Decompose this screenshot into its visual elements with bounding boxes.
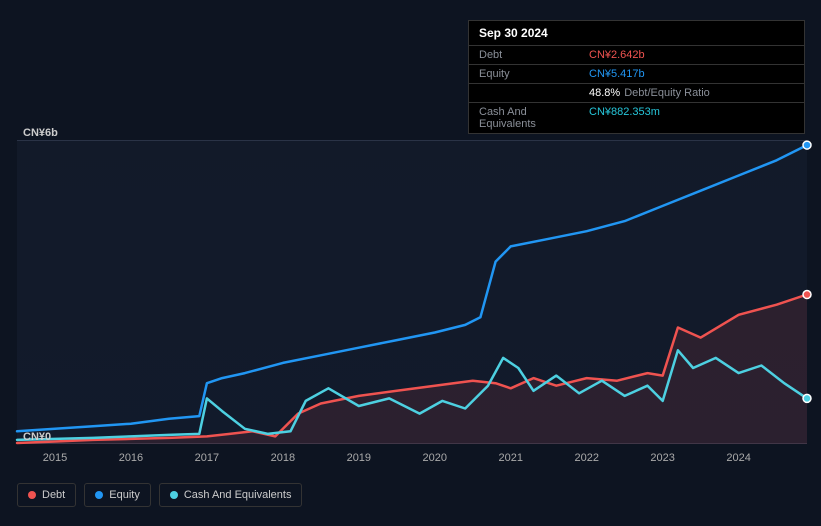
x-axis-label: 2020	[423, 452, 447, 464]
y-axis-label: CN¥0	[17, 431, 67, 443]
tooltip-value: CN¥2.642b	[589, 46, 804, 64]
end-marker-icon	[803, 291, 811, 299]
tooltip-row: 48.8%Debt/Equity Ratio	[469, 84, 804, 103]
x-axis-label: 2018	[271, 452, 295, 464]
tooltip-label: Debt	[469, 46, 589, 64]
legend-item[interactable]: Equity	[84, 483, 151, 507]
legend-item[interactable]: Debt	[17, 483, 76, 507]
data-tooltip: Sep 30 2024 DebtCN¥2.642bEquityCN¥5.417b…	[468, 20, 805, 134]
legend-label: Debt	[42, 489, 65, 501]
x-axis-label: 2024	[726, 452, 750, 464]
tooltip-value: 48.8%Debt/Equity Ratio	[589, 84, 804, 102]
x-axis-label: 2017	[195, 452, 219, 464]
end-marker-icon	[803, 394, 811, 402]
legend-item[interactable]: Cash And Equivalents	[159, 483, 303, 507]
x-axis-label: 2022	[574, 452, 598, 464]
legend-dot-icon	[28, 491, 36, 499]
legend-dot-icon	[95, 491, 103, 499]
tooltip-label: Equity	[469, 65, 589, 83]
tooltip-value: CN¥882.353m	[589, 103, 804, 133]
end-marker-icon	[803, 141, 811, 149]
tooltip-label	[469, 84, 589, 102]
legend: Debt Equity Cash And Equivalents	[17, 483, 302, 507]
tooltip-label: Cash And Equivalents	[469, 103, 589, 133]
legend-label: Equity	[109, 489, 140, 501]
x-axis-label: 2016	[119, 452, 143, 464]
tooltip-row: DebtCN¥2.642b	[469, 46, 804, 65]
x-axis-label: 2021	[499, 452, 523, 464]
y-axis-label: CN¥6b	[17, 127, 67, 139]
tooltip-row: Cash And EquivalentsCN¥882.353m	[469, 103, 804, 133]
legend-label: Cash And Equivalents	[184, 489, 292, 501]
x-axis-label: 2023	[650, 452, 674, 464]
chart-lines	[17, 140, 807, 444]
x-axis-label: 2015	[43, 452, 67, 464]
legend-dot-icon	[170, 491, 178, 499]
tooltip-date: Sep 30 2024	[469, 21, 804, 46]
tooltip-value: CN¥5.417b	[589, 65, 804, 83]
chart-container: Sep 30 2024 DebtCN¥2.642bEquityCN¥5.417b…	[0, 0, 821, 526]
x-axis-label: 2019	[347, 452, 371, 464]
tooltip-row: EquityCN¥5.417b	[469, 65, 804, 84]
